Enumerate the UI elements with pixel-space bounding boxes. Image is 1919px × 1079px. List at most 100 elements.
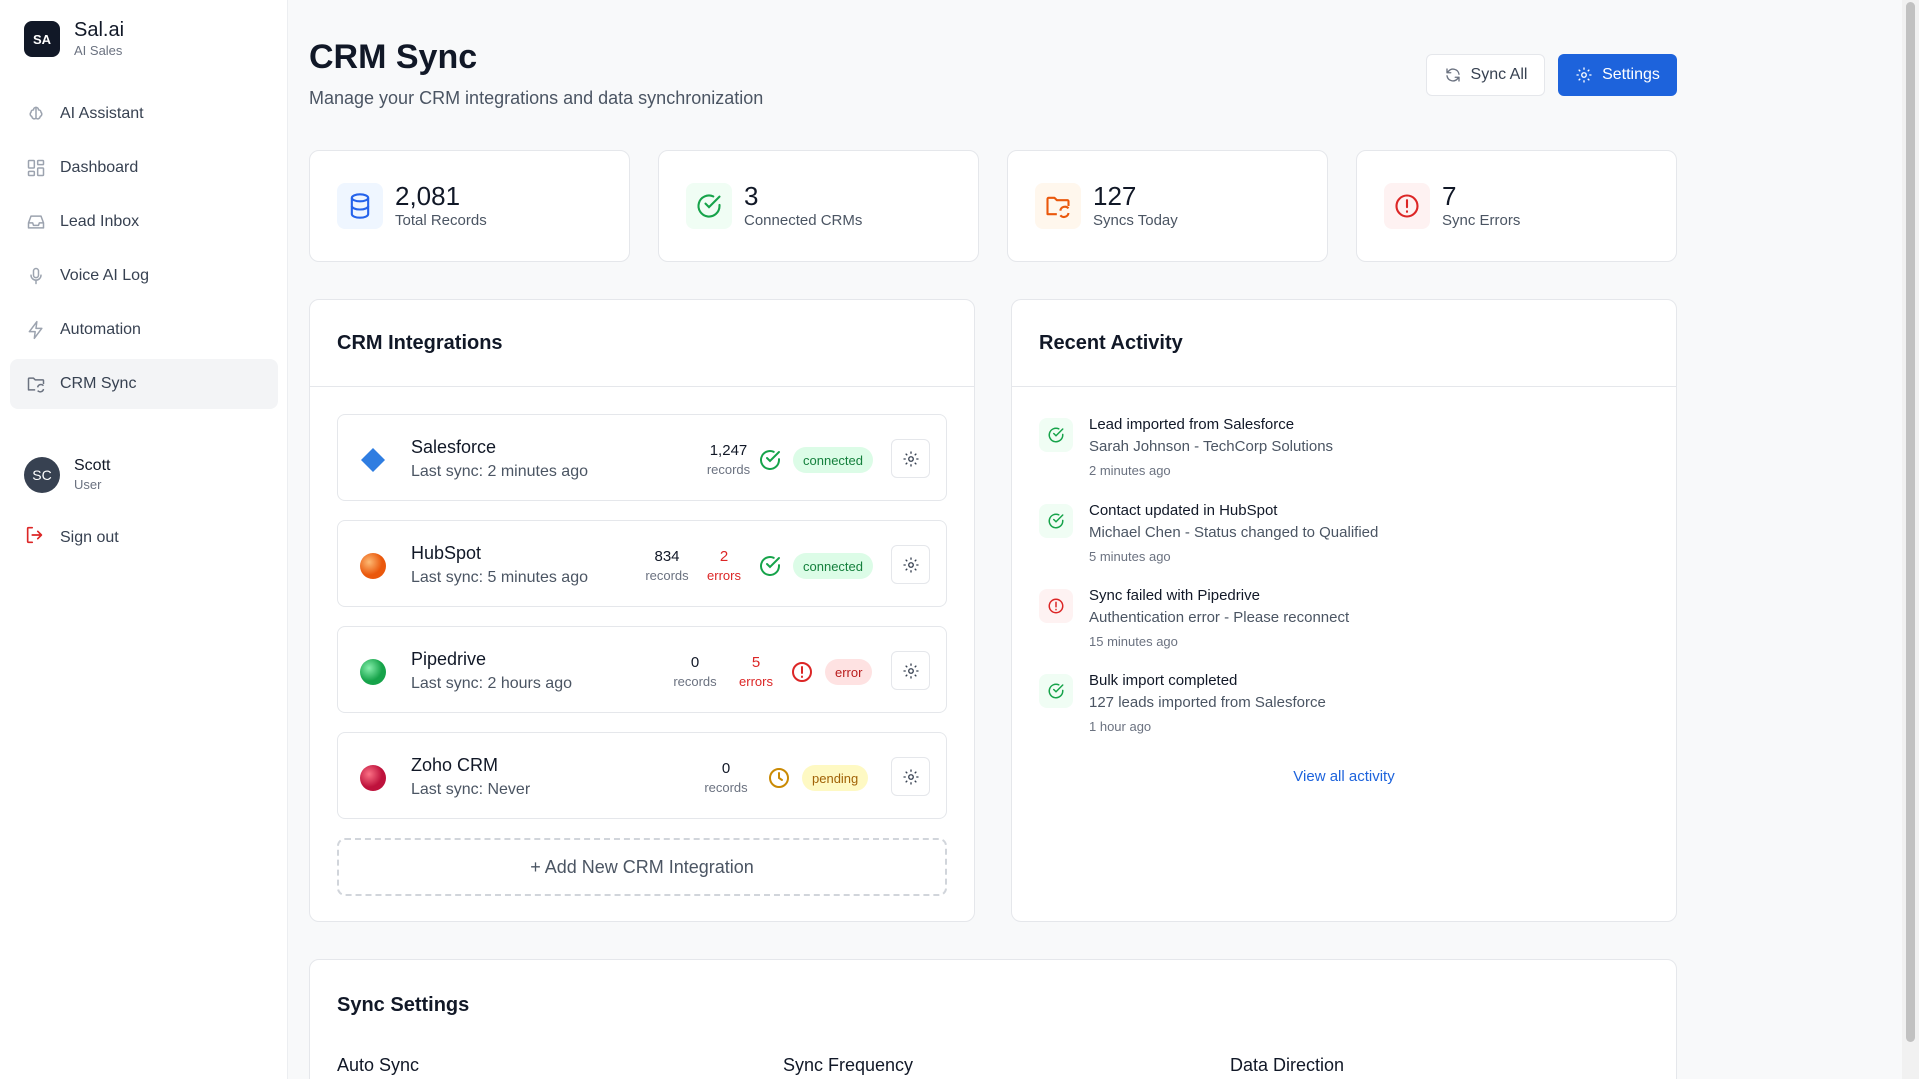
activity-description: Authentication error - Please reconnect bbox=[1089, 609, 1350, 626]
stat-card-total-records: 2,081 Total Records bbox=[309, 150, 630, 262]
check-circle-icon bbox=[686, 183, 732, 229]
activity-title: Contact updated in HubSpot bbox=[1089, 502, 1278, 519]
crm-integrations-panel: CRM Integrations Salesforce Last sync: 2… bbox=[309, 299, 975, 922]
crm-row-zoho: Zoho CRM Last sync: Never 0 records pend… bbox=[337, 732, 947, 819]
check-circle-icon bbox=[760, 556, 780, 576]
brand[interactable]: SA Sal.ai AI Sales bbox=[24, 18, 124, 60]
add-crm-integration-button[interactable]: + Add New CRM Integration bbox=[337, 838, 947, 896]
activity-description: 127 leads imported from Salesforce bbox=[1089, 694, 1326, 711]
records-count: 0 bbox=[690, 654, 700, 671]
panel-title: Sync Settings bbox=[337, 994, 470, 1016]
sign-out-icon bbox=[24, 524, 46, 551]
status-badge: connected bbox=[793, 553, 873, 579]
divider bbox=[1012, 386, 1676, 387]
errors-label: errors bbox=[707, 568, 741, 583]
folder-sync-icon bbox=[24, 372, 48, 396]
sync-all-label: Sync All bbox=[1470, 66, 1528, 83]
activity-title: Sync failed with Pipedrive bbox=[1089, 587, 1260, 604]
recent-activity-panel: Recent Activity Lead imported from Sales… bbox=[1011, 299, 1677, 922]
hubspot-logo-icon bbox=[360, 553, 386, 579]
sidebar-item-voice-ai-log[interactable]: Voice AI Log bbox=[10, 251, 278, 301]
panel-title: CRM Integrations bbox=[337, 332, 503, 354]
scrollbar[interactable] bbox=[1902, 0, 1919, 1079]
check-circle-icon bbox=[1039, 674, 1073, 708]
folder-sync-icon bbox=[1035, 183, 1081, 229]
view-all-activity-link[interactable]: View all activity bbox=[1293, 768, 1395, 785]
stat-card-syncs-today: 127 Syncs Today bbox=[1007, 150, 1328, 262]
gear-icon bbox=[1576, 67, 1592, 83]
sidebar-item-automation[interactable]: Automation bbox=[10, 305, 278, 355]
sync-settings-panel: Sync Settings Auto Sync Sync Frequency D… bbox=[309, 959, 1677, 1079]
brand-name: Sal.ai bbox=[74, 19, 125, 41]
records-label: records bbox=[704, 780, 748, 795]
panel-title: Recent Activity bbox=[1039, 332, 1183, 354]
crm-name: Zoho CRM bbox=[411, 755, 499, 775]
records-count: 0 bbox=[721, 760, 731, 777]
sync-frequency-label: Sync Frequency bbox=[783, 1055, 914, 1075]
gear-icon bbox=[903, 557, 918, 572]
integration-settings-button[interactable] bbox=[891, 757, 930, 796]
gear-icon bbox=[903, 663, 918, 678]
settings-button[interactable]: Settings bbox=[1558, 54, 1677, 96]
crm-last-sync: Last sync: 5 minutes ago bbox=[411, 569, 588, 586]
user-name: Scott bbox=[74, 457, 111, 474]
activity-description: Sarah Johnson - TechCorp Solutions bbox=[1089, 438, 1334, 455]
check-circle-icon bbox=[1039, 418, 1073, 452]
scrollbar-thumb[interactable] bbox=[1906, 2, 1915, 1042]
gear-icon bbox=[903, 769, 918, 784]
status-badge: pending bbox=[802, 765, 869, 791]
errors-count: 2 bbox=[719, 548, 729, 565]
activity-time: 2 minutes ago bbox=[1089, 463, 1171, 478]
stat-value: 3 bbox=[744, 181, 759, 211]
stat-label: Total Records bbox=[395, 212, 487, 229]
avatar: SC bbox=[24, 456, 60, 493]
sidebar-item-crm-sync[interactable]: CRM Sync bbox=[10, 359, 278, 409]
inbox-icon bbox=[24, 210, 48, 234]
alert-circle-icon bbox=[1039, 589, 1073, 623]
pipedrive-logo-icon bbox=[360, 659, 386, 685]
sync-all-button[interactable]: Sync All bbox=[1426, 54, 1545, 96]
brand-subtitle: AI Sales bbox=[74, 43, 123, 58]
sidebar-item-label: Lead Inbox bbox=[60, 213, 140, 230]
bolt-icon bbox=[24, 318, 48, 342]
sidebar-item-dashboard[interactable]: Dashboard bbox=[10, 143, 278, 193]
errors-metric: 2 errors bbox=[704, 547, 744, 584]
grid-icon bbox=[24, 156, 48, 180]
crm-last-sync: Last sync: Never bbox=[411, 781, 531, 798]
user-profile[interactable]: SC Scott User bbox=[24, 456, 110, 493]
integration-settings-button[interactable] bbox=[891, 439, 930, 478]
page-subtitle: Manage your CRM integrations and data sy… bbox=[309, 88, 764, 108]
check-circle-icon bbox=[1039, 504, 1073, 538]
settings-label: Settings bbox=[1602, 66, 1660, 83]
auto-sync-label: Auto Sync bbox=[337, 1055, 420, 1075]
status-badge: error bbox=[825, 659, 873, 685]
sign-out-label: Sign out bbox=[60, 528, 119, 546]
user-role: User bbox=[74, 477, 102, 492]
stat-value: 127 bbox=[1093, 181, 1137, 211]
activity-time: 15 minutes ago bbox=[1089, 634, 1178, 649]
sidebar-item-lead-inbox[interactable]: Lead Inbox bbox=[10, 197, 278, 247]
crm-name: Pipedrive bbox=[411, 649, 487, 669]
stat-value: 7 bbox=[1442, 181, 1457, 211]
salesforce-logo-icon bbox=[361, 448, 385, 472]
sidebar-item-label: Dashboard bbox=[60, 159, 139, 176]
sign-out-button[interactable]: Sign out bbox=[24, 524, 119, 551]
sidebar-item-label: Voice AI Log bbox=[60, 267, 149, 284]
records-metric: 834 records bbox=[644, 547, 690, 584]
page-title: CRM Sync bbox=[309, 38, 478, 76]
integration-settings-button[interactable] bbox=[891, 651, 930, 690]
divider bbox=[310, 386, 974, 387]
crm-last-sync: Last sync: 2 hours ago bbox=[411, 675, 572, 692]
sidebar-item-label: CRM Sync bbox=[60, 375, 137, 392]
check-circle-icon bbox=[760, 450, 780, 470]
data-direction-label: Data Direction bbox=[1230, 1055, 1345, 1075]
brand-logo: SA bbox=[24, 21, 60, 57]
integration-settings-button[interactable] bbox=[891, 545, 930, 584]
crm-row-pipedrive: Pipedrive Last sync: 2 hours ago 0 recor… bbox=[337, 626, 947, 713]
records-metric: 0 records bbox=[672, 653, 718, 690]
database-icon bbox=[337, 183, 383, 229]
crm-row-salesforce: Salesforce Last sync: 2 minutes ago 1,24… bbox=[337, 414, 947, 501]
errors-count: 5 bbox=[751, 654, 761, 671]
sidebar-item-label: AI Assistant bbox=[60, 105, 144, 122]
sidebar-item-ai-assistant[interactable]: AI Assistant bbox=[10, 89, 278, 139]
